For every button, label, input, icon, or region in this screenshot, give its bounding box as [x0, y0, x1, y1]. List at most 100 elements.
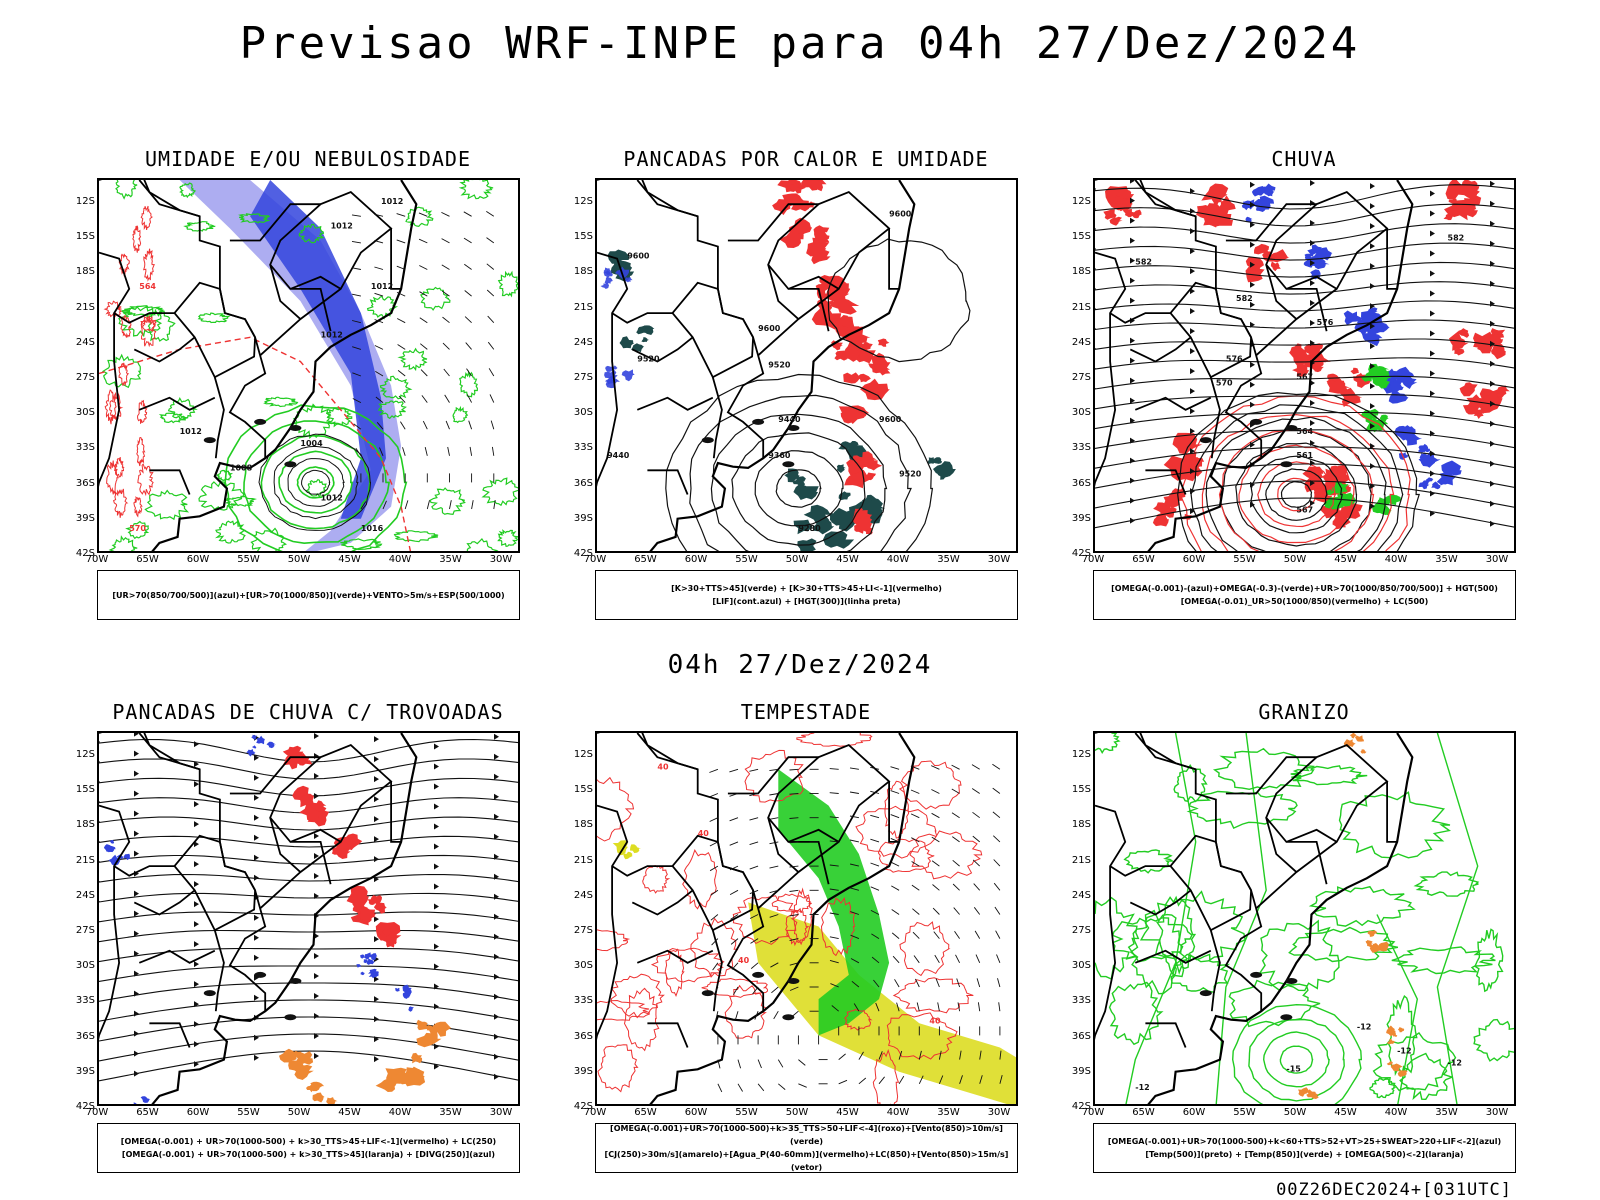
stream-arrow	[134, 850, 139, 857]
wind-vector	[441, 238, 450, 244]
orange-shading	[416, 1019, 430, 1031]
teal-shading	[828, 510, 846, 526]
wind-vector	[890, 837, 900, 843]
lake	[254, 418, 267, 425]
country-border	[290, 275, 342, 290]
wind-vector	[778, 1083, 786, 1090]
wind-vector	[850, 911, 860, 915]
wind-vector	[467, 394, 472, 403]
omega500-shading	[1397, 1070, 1408, 1077]
green-contour	[183, 221, 216, 232]
wind-vector	[789, 817, 799, 819]
wind-vector	[993, 859, 1001, 867]
green-contour	[115, 180, 138, 200]
lat-axis-label: 36S	[75, 477, 95, 489]
stream-arrow	[1370, 443, 1375, 450]
omega500-shading	[1298, 1087, 1309, 1097]
stream-arrow	[1250, 181, 1255, 188]
lon-axis-label: 35W	[937, 554, 960, 565]
wind-vector	[464, 290, 472, 297]
wind-vector	[849, 815, 859, 819]
stream-arrow	[194, 1001, 199, 1008]
stream-arrow	[254, 874, 259, 881]
country-border	[1386, 228, 1398, 290]
stream-arrow	[314, 833, 319, 840]
wind-vector	[360, 501, 367, 510]
lat-axis-label: 21S	[573, 301, 593, 313]
lc850-contour	[642, 865, 671, 894]
legend-line: [OMEGA(-0.001)+UR>70(1000-500)+k>35_TTS>…	[610, 1124, 1003, 1146]
mid-date-label: 04h 27/Dez/2024	[667, 650, 933, 680]
lif-contour	[621, 369, 635, 382]
lon-axis-label: 70W	[1081, 1107, 1105, 1118]
wind-vector	[951, 764, 960, 770]
green-contour	[497, 529, 518, 547]
lc850-contour	[877, 838, 935, 873]
red-shading	[860, 451, 878, 468]
wind-vector	[999, 1050, 1002, 1060]
wind-vector	[468, 420, 473, 430]
contour-label: 576	[1317, 318, 1334, 327]
green-contour	[214, 520, 247, 544]
wind-vector	[952, 883, 960, 891]
country-border	[888, 228, 900, 290]
hgt300-contour	[710, 413, 888, 551]
stream-arrow	[254, 934, 259, 941]
wind-vector	[396, 318, 406, 324]
pressure-isobar	[258, 433, 372, 531]
wind-vector	[710, 914, 719, 921]
lat-axis-label: 30S	[75, 407, 95, 419]
wind-vector	[850, 887, 860, 891]
wind-vector	[931, 789, 940, 794]
wind-vector	[957, 1002, 961, 1012]
country-border	[1209, 929, 1221, 1012]
stream-arrow	[434, 1003, 439, 1010]
stream-arrow	[1130, 437, 1135, 444]
red-shading	[331, 846, 342, 856]
lat-axis-label: 21S	[1071, 301, 1091, 313]
orange-shading	[288, 1058, 307, 1073]
panel-title: PANCADAS POR CALOR E UMIDADE	[623, 147, 989, 171]
country-border	[711, 929, 723, 1012]
stream-arrow	[1490, 280, 1495, 287]
green-contour	[238, 213, 271, 224]
wind-vector	[838, 1053, 846, 1060]
wind-vector	[447, 446, 450, 456]
wind-vector	[729, 889, 739, 895]
divg-contour	[128, 1105, 136, 1106]
wind-vector	[933, 931, 940, 939]
hgt500-contour	[1280, 481, 1313, 509]
country-border	[1169, 281, 1253, 379]
stream-arrow	[194, 961, 199, 968]
lake	[782, 1014, 795, 1021]
stream-arrow	[1310, 460, 1315, 467]
wind-vector	[769, 865, 779, 869]
country-border	[1255, 191, 1389, 357]
wind-vector	[464, 263, 472, 270]
wind-vector	[870, 862, 880, 867]
wind-vector	[873, 979, 880, 988]
stream-arrow	[1490, 460, 1495, 467]
wind-vector	[918, 1050, 922, 1060]
red-shading	[1492, 385, 1510, 399]
map-frame: 582 582 582 576 576 570 567 564 561 567	[1093, 178, 1516, 553]
lon-axis-label: 60W	[1182, 1107, 1206, 1118]
streamline	[99, 873, 518, 883]
contour-label: 9280	[798, 524, 821, 533]
country-border	[767, 817, 800, 873]
wind-vector	[891, 885, 900, 891]
stream-arrow	[1490, 380, 1495, 387]
stream-arrow	[314, 1033, 319, 1040]
wind-vector	[445, 420, 450, 430]
wind-vector	[486, 289, 495, 297]
wind-vector	[441, 290, 450, 297]
wind-vector	[937, 1002, 940, 1012]
wind-vector	[789, 768, 799, 771]
lat-axis-label: 39S	[573, 1065, 593, 1077]
wind-vector	[442, 316, 450, 324]
blue-shading	[1431, 481, 1441, 490]
red-shading	[877, 338, 890, 347]
wind-vector	[894, 979, 900, 988]
lat-axis-label: 42S	[75, 1101, 95, 1112]
legend-line: [OMEGA(-0.001) + UR>70(1000-500) + k>30_…	[121, 1150, 496, 1159]
